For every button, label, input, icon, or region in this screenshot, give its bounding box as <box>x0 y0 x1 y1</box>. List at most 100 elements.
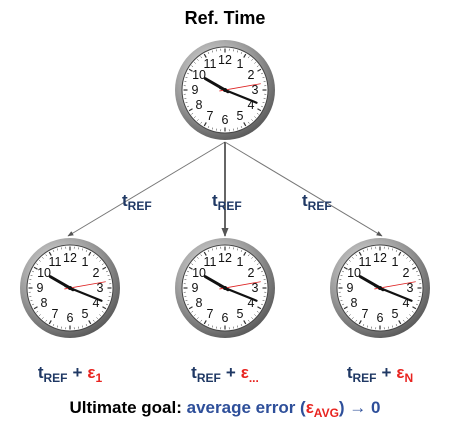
clock-tick <box>251 119 253 122</box>
clock-numeral: 7 <box>207 109 214 123</box>
clock-tick <box>348 260 351 262</box>
clock-tick <box>36 263 39 265</box>
edge-label: tREF <box>212 191 242 213</box>
clock-tick <box>251 256 253 259</box>
clock-tick <box>93 254 95 257</box>
clock-numeral: 10 <box>347 266 361 280</box>
clock-tick <box>262 76 265 79</box>
clock-tick <box>240 125 243 129</box>
clock-tick <box>191 65 194 67</box>
clock-numeral: 2 <box>403 266 410 280</box>
base-subscript: REF <box>197 371 221 385</box>
error-subscript: N <box>405 371 414 385</box>
clock-tick <box>412 306 417 310</box>
error: ε <box>241 363 249 382</box>
clock-tick <box>251 317 253 320</box>
clock-tick <box>346 263 349 265</box>
clock-numeral: 8 <box>196 98 203 112</box>
clock-tick <box>409 314 412 316</box>
subscript: REF <box>308 199 332 213</box>
clock-tick <box>403 254 405 257</box>
clock-tick <box>236 248 239 251</box>
clock-tick <box>256 113 259 115</box>
clock-tick <box>406 317 408 320</box>
clock-numeral: 7 <box>207 307 214 321</box>
base: t <box>38 363 44 382</box>
clock-tick <box>107 274 110 277</box>
clock-tick <box>243 53 247 58</box>
clock-numeral: 7 <box>52 307 59 321</box>
output-label: tREF + εN <box>347 363 413 385</box>
clock-tick <box>341 303 345 306</box>
clock-tick <box>191 263 194 265</box>
clock-tick <box>248 254 250 257</box>
clock-tick <box>398 320 402 325</box>
output-label: tREF + ε1 <box>38 363 103 385</box>
clock-numeral: 12 <box>373 251 387 265</box>
clock-tick <box>185 101 188 104</box>
clock-numeral: 8 <box>196 296 203 310</box>
clock-tick <box>186 270 190 273</box>
clock-tick <box>188 266 193 270</box>
clock-numeral: 7 <box>362 307 369 321</box>
clock-pin <box>223 88 227 92</box>
clock-tick <box>406 256 408 259</box>
clock-numeral: 11 <box>49 255 62 269</box>
clock-tick <box>395 249 398 253</box>
clock-tick <box>211 248 214 251</box>
goal-error-subscript: AVG <box>314 406 339 420</box>
clock-tick <box>248 121 250 124</box>
goal-error: ε <box>306 398 314 417</box>
clock-tick <box>260 270 264 273</box>
goal-prefix: Ultimate goal: <box>70 398 182 417</box>
outputs: tREF + ε1 tREF + ε... tREF + εN <box>38 363 413 385</box>
clock-tick <box>203 122 207 127</box>
clock-tick <box>207 125 210 129</box>
error: ε <box>396 363 404 382</box>
clock-tick <box>346 311 349 313</box>
clock-tick <box>42 317 44 320</box>
clock-tick <box>352 256 354 259</box>
clock-numeral: 9 <box>347 281 354 295</box>
clock-tick <box>200 56 202 59</box>
clock-numeral: 4 <box>93 296 100 310</box>
clock-numeral: 6 <box>222 311 229 325</box>
clock-tick <box>193 260 196 262</box>
clock-tick <box>99 260 102 262</box>
clock-tick <box>197 256 199 259</box>
clock-tick <box>191 311 194 313</box>
clock-tick <box>248 319 250 322</box>
clock-tick <box>260 303 264 306</box>
clock-tick <box>415 270 419 273</box>
clock-tick <box>48 251 52 256</box>
clock-numeral: 1 <box>82 255 89 269</box>
clock-numeral: 1 <box>392 255 399 269</box>
clock-tick <box>254 116 257 118</box>
clock-tick <box>236 325 239 328</box>
clock-tick <box>56 325 59 328</box>
clock-tick <box>412 266 417 270</box>
clock-tick <box>56 248 59 251</box>
clock-tick <box>197 317 199 320</box>
clock-tick <box>185 76 188 79</box>
clock-numeral: 9 <box>37 281 44 295</box>
symbol: t <box>302 191 308 210</box>
clock-tick <box>211 127 214 130</box>
clock-tick <box>358 251 362 256</box>
title: Ref. Time <box>185 8 266 28</box>
clock-numeral: 6 <box>377 311 384 325</box>
clock-tick <box>240 249 243 253</box>
clock-tick <box>203 320 207 325</box>
clock-tick <box>257 266 262 270</box>
clock-tick <box>45 319 47 322</box>
clock-tick <box>185 299 188 302</box>
clock-tick <box>197 58 199 61</box>
clock-tick <box>203 251 207 256</box>
clock-tick <box>31 303 35 306</box>
clock-tick <box>45 254 47 257</box>
clock-numeral: 12 <box>63 251 77 265</box>
clock-numeral: 9 <box>192 83 199 97</box>
clock-numeral: 12 <box>218 53 232 67</box>
